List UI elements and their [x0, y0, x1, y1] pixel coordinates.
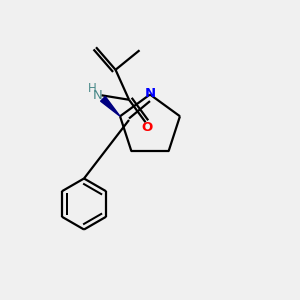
- Text: N: N: [93, 89, 102, 102]
- Text: O: O: [141, 121, 153, 134]
- Polygon shape: [100, 97, 120, 116]
- Text: N: N: [144, 86, 156, 100]
- Text: H: H: [88, 82, 97, 95]
